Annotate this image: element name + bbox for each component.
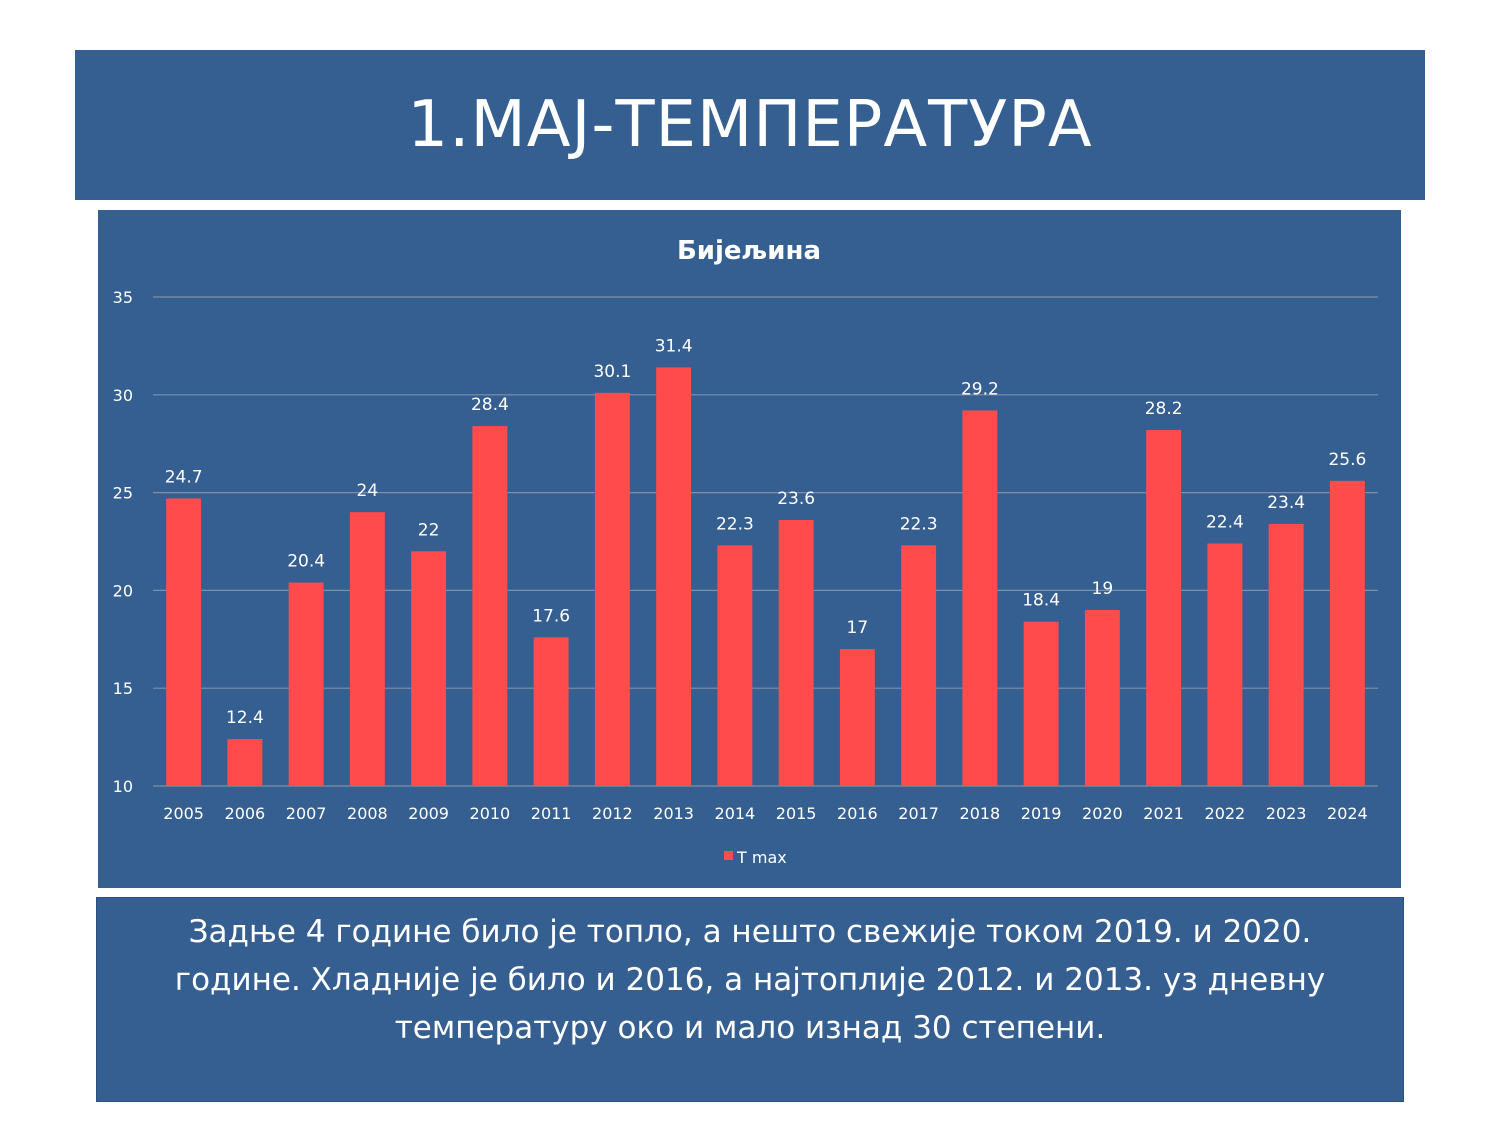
data-label: 22.4: [1206, 512, 1244, 532]
bar-2005: [166, 498, 202, 786]
data-label: 30.1: [593, 362, 631, 382]
data-label: 17: [847, 618, 869, 638]
data-label: 22.3: [900, 514, 938, 534]
x-tick-label: 2013: [653, 804, 694, 823]
legend-swatch: [724, 851, 733, 860]
title-banner: 1.МАЈ-ТЕМПЕРАТУРА: [75, 50, 1425, 200]
chart-panel: Бијељина 10 15 20 25 30 35 24.7 12.4 20.4 24 22 28…: [98, 210, 1401, 888]
x-tick-label: 2015: [776, 804, 817, 823]
data-label: 31.4: [655, 336, 693, 356]
bar-2011: [533, 637, 569, 786]
gridlines: [153, 296, 1378, 787]
caption-text: Задње 4 године било је топло, а нешто св…: [174, 914, 1326, 1046]
x-tick-label: 2023: [1266, 804, 1307, 823]
y-axis-ticks: 10 15 20 25 30 35: [113, 288, 133, 796]
x-tick-label: 2024: [1327, 804, 1368, 823]
data-label: 29.2: [961, 379, 999, 399]
x-axis-ticks: 2005 2006 2007 2008 2009 2010 2011 2012 2013 2014…: [163, 804, 1367, 823]
data-label: 28.2: [1145, 399, 1183, 419]
data-label: 28.4: [471, 395, 509, 415]
y-tick-label: 35: [113, 288, 133, 307]
bar-2008: [349, 512, 385, 786]
bar-2014: [717, 545, 753, 786]
x-tick-label: 2021: [1143, 804, 1184, 823]
x-tick-label: 2010: [470, 804, 511, 823]
x-tick-label: 2011: [531, 804, 572, 823]
data-label: 24.7: [165, 467, 203, 487]
legend: T max: [724, 848, 787, 867]
data-label: 23.4: [1267, 493, 1305, 513]
x-tick-label: 2008: [347, 804, 388, 823]
data-label: 17.6: [532, 606, 570, 626]
data-label: 24: [357, 481, 379, 501]
bar-2013: [656, 367, 692, 786]
y-tick-label: 30: [113, 386, 133, 405]
bar-2006: [227, 739, 263, 786]
y-tick-label: 10: [113, 777, 133, 796]
x-tick-label: 2019: [1021, 804, 1062, 823]
data-label: 20.4: [287, 552, 325, 572]
bar-2022: [1207, 543, 1243, 786]
bar-2019: [1023, 621, 1059, 786]
bar-2024: [1329, 480, 1365, 786]
x-tick-label: 2017: [898, 804, 939, 823]
x-tick-label: 2009: [408, 804, 449, 823]
bar-chart: Бијељина 10 15 20 25 30 35 24.7 12.4 20.4 24 22 28…: [113, 236, 1378, 867]
x-tick-label: 2020: [1082, 804, 1123, 823]
x-tick-label: 2005: [163, 804, 204, 823]
data-label: 25.6: [1328, 450, 1366, 470]
caption-panel: Задње 4 године било је топло, а нешто св…: [96, 897, 1404, 1102]
data-label: 22: [418, 520, 440, 540]
bar-2016: [839, 649, 875, 786]
data-labels: 24.7 12.4 20.4 24 22 28.4 17.6 30.1 31.4 22.3 23.6…: [165, 336, 1367, 728]
y-tick-label: 15: [113, 679, 133, 698]
bar-2018: [962, 410, 998, 786]
data-label: 18.4: [1022, 591, 1060, 611]
data-label: 12.4: [226, 708, 264, 728]
legend-label: T max: [736, 848, 787, 867]
y-tick-label: 20: [113, 581, 133, 600]
bar-2021: [1146, 430, 1182, 786]
bar-2023: [1268, 523, 1304, 786]
bar-2017: [901, 545, 937, 786]
x-tick-label: 2007: [286, 804, 327, 823]
bar-2015: [778, 519, 814, 786]
x-tick-label: 2016: [837, 804, 878, 823]
x-tick-label: 2022: [1205, 804, 1246, 823]
chart-title: Бијељина: [677, 236, 821, 266]
bar-2007: [288, 582, 324, 786]
bars: [166, 367, 1365, 786]
data-label: 23.6: [777, 489, 815, 509]
x-tick-label: 2012: [592, 804, 633, 823]
x-tick-label: 2006: [225, 804, 266, 823]
x-tick-label: 2014: [715, 804, 756, 823]
bar-2020: [1084, 609, 1120, 786]
data-label: 22.3: [716, 514, 754, 534]
bar-2012: [594, 392, 630, 786]
bar-2009: [411, 551, 447, 786]
y-tick-label: 25: [113, 484, 133, 503]
bar-2010: [472, 426, 508, 786]
slide-title: 1.МАЈ-ТЕМПЕРАТУРА: [407, 88, 1093, 162]
x-tick-label: 2018: [960, 804, 1001, 823]
data-label: 19: [1092, 579, 1114, 599]
